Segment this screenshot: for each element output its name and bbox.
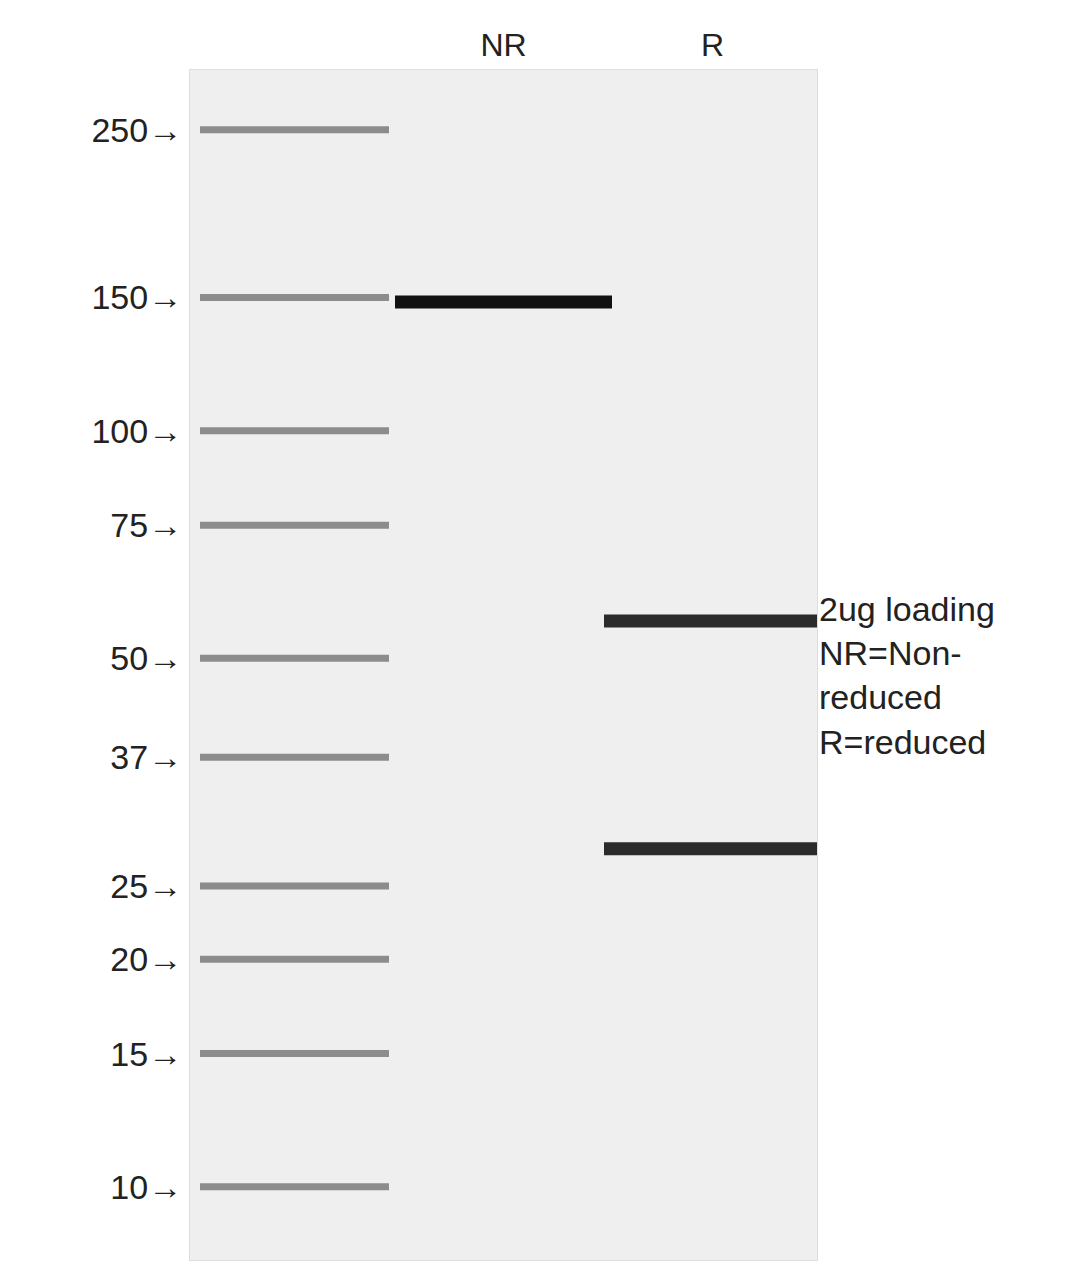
svg-text:37→: 37→: [110, 738, 182, 776]
svg-text:NR: NR: [480, 27, 526, 63]
svg-text:150→: 150→: [91, 278, 182, 316]
svg-text:2ug loadingNR=Non-reducedR=red: 2ug loadingNR=Non-reducedR=reduced: [819, 590, 995, 761]
svg-text:10→: 10→: [110, 1168, 182, 1206]
svg-text:250→: 250→: [91, 111, 182, 149]
svg-text:25→: 25→: [110, 867, 182, 905]
svg-text:100→: 100→: [91, 412, 182, 450]
svg-text:50→: 50→: [110, 639, 182, 677]
svg-text:75→: 75→: [110, 506, 182, 544]
svg-text:15→: 15→: [110, 1035, 182, 1073]
svg-text:R: R: [701, 27, 724, 63]
svg-text:20→: 20→: [110, 940, 182, 978]
